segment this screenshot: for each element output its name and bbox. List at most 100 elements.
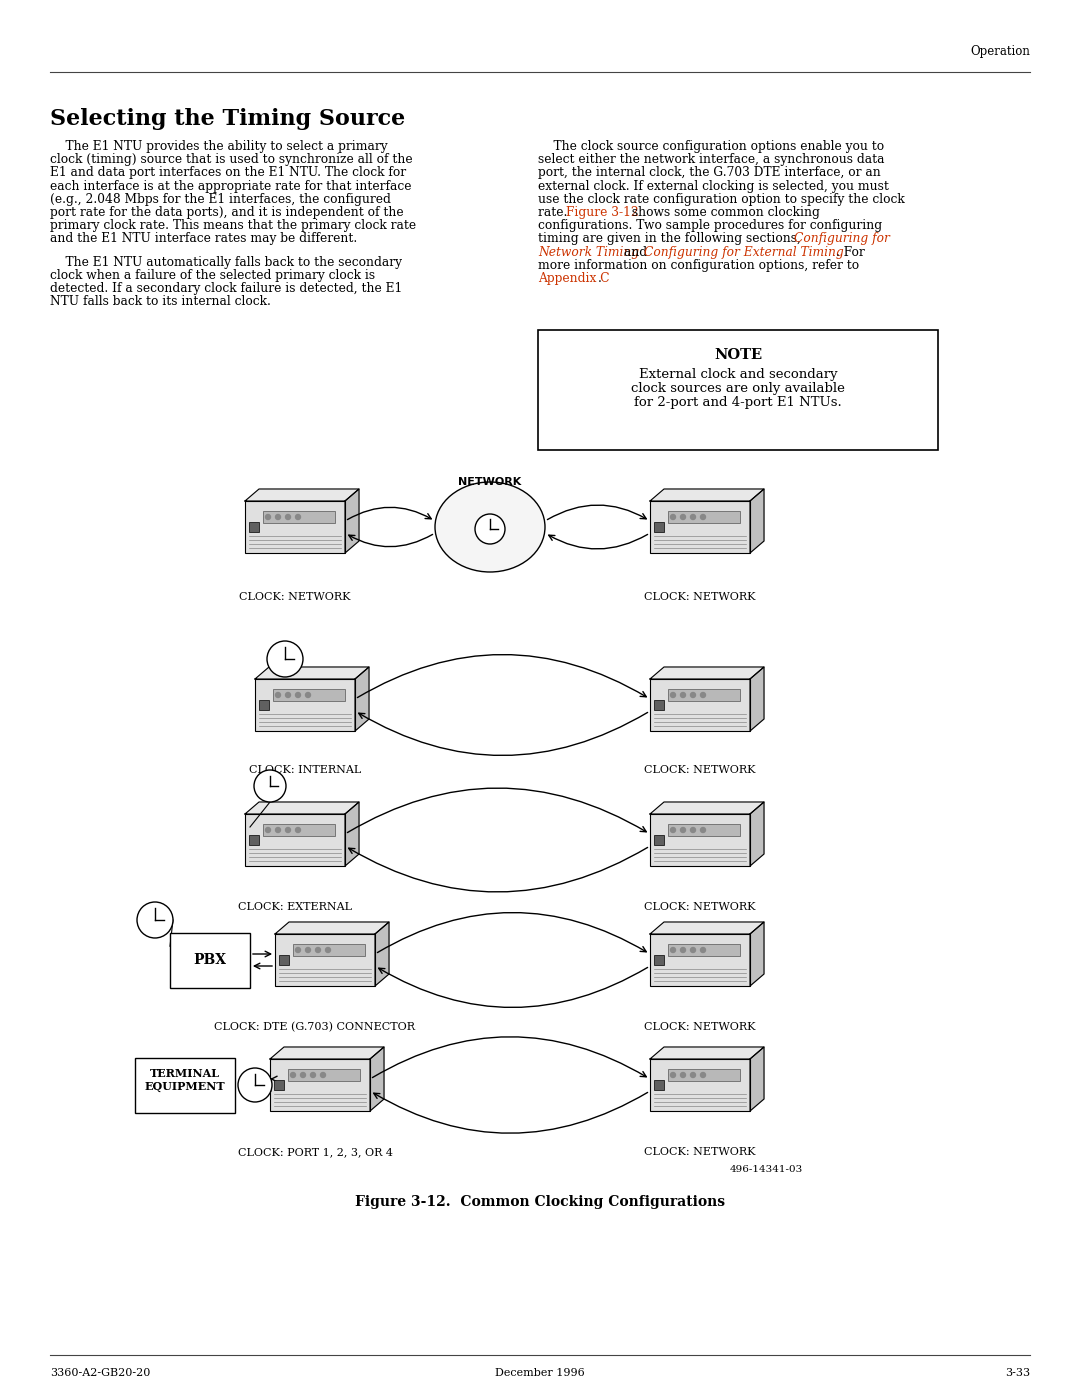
Text: TERMINAL
EQUIPMENT: TERMINAL EQUIPMENT (145, 1067, 226, 1092)
Polygon shape (370, 1046, 384, 1111)
FancyBboxPatch shape (264, 511, 335, 522)
Text: CLOCK: INTERNAL: CLOCK: INTERNAL (248, 766, 361, 775)
Polygon shape (255, 666, 369, 679)
Text: shows some common clocking: shows some common clocking (627, 205, 820, 219)
Polygon shape (355, 666, 369, 731)
Text: CLOCK: PORT 1, 2, 3, OR 4: CLOCK: PORT 1, 2, 3, OR 4 (238, 1147, 392, 1157)
FancyBboxPatch shape (170, 933, 249, 988)
Circle shape (285, 827, 291, 833)
FancyBboxPatch shape (669, 824, 740, 835)
Text: port, the internal clock, the G.703 DTE interface, or an: port, the internal clock, the G.703 DTE … (538, 166, 881, 179)
Circle shape (311, 1073, 315, 1077)
Polygon shape (750, 922, 764, 986)
Text: and: and (620, 246, 651, 258)
Circle shape (690, 1073, 696, 1077)
Circle shape (475, 514, 505, 543)
FancyBboxPatch shape (270, 1059, 370, 1111)
FancyBboxPatch shape (259, 700, 269, 710)
FancyBboxPatch shape (669, 1069, 740, 1081)
Text: more information on configuration options, refer to: more information on configuration option… (538, 258, 859, 272)
Text: CLOCK: NETWORK: CLOCK: NETWORK (645, 1023, 756, 1032)
Text: select either the network interface, a synchronous data: select either the network interface, a s… (538, 154, 885, 166)
Circle shape (137, 902, 173, 937)
Circle shape (285, 693, 291, 697)
Circle shape (266, 827, 270, 833)
Polygon shape (650, 666, 764, 679)
Circle shape (275, 514, 281, 520)
Polygon shape (345, 489, 359, 553)
Polygon shape (650, 489, 764, 502)
Text: The E1 NTU automatically falls back to the secondary: The E1 NTU automatically falls back to t… (50, 256, 402, 268)
Text: NTU falls back to its internal clock.: NTU falls back to its internal clock. (50, 295, 271, 309)
FancyBboxPatch shape (650, 1059, 750, 1111)
Circle shape (690, 514, 696, 520)
Text: NETWORK: NETWORK (458, 476, 522, 488)
Text: Selecting the Timing Source: Selecting the Timing Source (50, 108, 405, 130)
FancyBboxPatch shape (279, 956, 289, 965)
Circle shape (701, 693, 705, 697)
Text: detected. If a secondary clock failure is detected, the E1: detected. If a secondary clock failure i… (50, 282, 402, 295)
Circle shape (266, 514, 270, 520)
Circle shape (671, 947, 675, 953)
Circle shape (671, 827, 675, 833)
Text: clock (timing) source that is used to synchronize all of the: clock (timing) source that is used to sy… (50, 154, 413, 166)
Polygon shape (750, 802, 764, 866)
Text: CLOCK: NETWORK: CLOCK: NETWORK (645, 902, 756, 912)
Circle shape (296, 693, 300, 697)
Text: CLOCK: NETWORK: CLOCK: NETWORK (645, 592, 756, 602)
FancyBboxPatch shape (245, 814, 345, 866)
Text: and the E1 NTU interface rates may be different.: and the E1 NTU interface rates may be di… (50, 232, 357, 246)
FancyBboxPatch shape (650, 814, 750, 866)
Polygon shape (750, 489, 764, 553)
Polygon shape (650, 1046, 764, 1059)
Circle shape (701, 827, 705, 833)
Text: External clock and secondary: External clock and secondary (638, 367, 837, 381)
Text: Configuring for External Timing: Configuring for External Timing (644, 246, 843, 258)
Circle shape (306, 693, 311, 697)
Circle shape (300, 1073, 306, 1077)
Circle shape (680, 514, 686, 520)
Circle shape (254, 770, 286, 802)
Text: Appendix C: Appendix C (538, 272, 609, 285)
Circle shape (690, 827, 696, 833)
Text: 496-14341-03: 496-14341-03 (730, 1165, 804, 1173)
FancyBboxPatch shape (249, 835, 259, 845)
FancyBboxPatch shape (650, 502, 750, 553)
Polygon shape (750, 666, 764, 731)
FancyBboxPatch shape (274, 1080, 284, 1090)
FancyBboxPatch shape (654, 700, 664, 710)
Text: December 1996: December 1996 (495, 1368, 585, 1377)
Text: Network Timing: Network Timing (538, 246, 639, 258)
FancyBboxPatch shape (650, 679, 750, 731)
Circle shape (315, 947, 321, 953)
Text: PBX: PBX (193, 953, 227, 967)
Circle shape (325, 947, 330, 953)
Text: rate.: rate. (538, 205, 571, 219)
Circle shape (275, 827, 281, 833)
Circle shape (701, 947, 705, 953)
Text: port rate for the data ports), and it is independent of the: port rate for the data ports), and it is… (50, 205, 404, 219)
Circle shape (701, 1073, 705, 1077)
Text: primary clock rate. This means that the primary clock rate: primary clock rate. This means that the … (50, 219, 416, 232)
Text: CLOCK: NETWORK: CLOCK: NETWORK (240, 592, 351, 602)
Text: The clock source configuration options enable you to: The clock source configuration options e… (538, 140, 885, 154)
FancyBboxPatch shape (245, 502, 345, 553)
Circle shape (690, 947, 696, 953)
Text: clock sources are only available: clock sources are only available (631, 381, 845, 395)
FancyBboxPatch shape (293, 944, 365, 956)
Text: CLOCK: NETWORK: CLOCK: NETWORK (645, 766, 756, 775)
Polygon shape (270, 1046, 384, 1059)
Ellipse shape (435, 482, 545, 571)
Polygon shape (275, 922, 389, 935)
Polygon shape (650, 922, 764, 935)
Circle shape (296, 947, 300, 953)
Polygon shape (650, 802, 764, 814)
FancyBboxPatch shape (275, 935, 375, 986)
Text: . For: . For (836, 246, 865, 258)
FancyBboxPatch shape (273, 689, 345, 701)
Circle shape (296, 514, 300, 520)
Text: .: . (598, 272, 602, 285)
Polygon shape (750, 1046, 764, 1111)
Circle shape (671, 1073, 675, 1077)
Text: CLOCK: DTE (G.703) CONNECTOR: CLOCK: DTE (G.703) CONNECTOR (215, 1023, 416, 1032)
